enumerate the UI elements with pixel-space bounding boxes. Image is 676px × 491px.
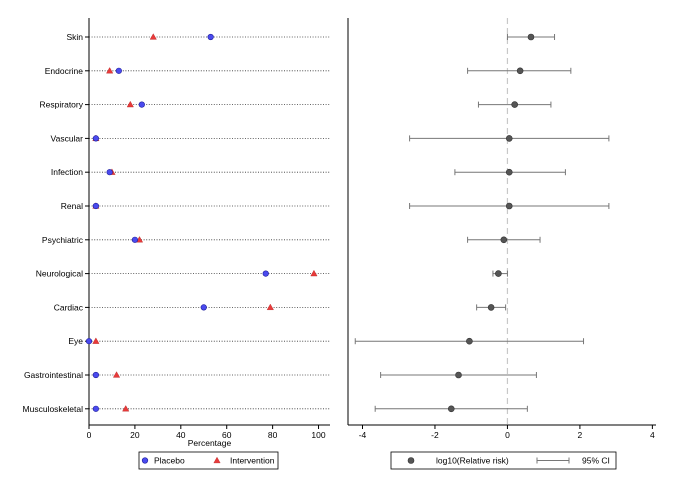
right-legend-box — [390, 451, 617, 470]
placebo-point — [200, 304, 207, 311]
x-tick-label: -2 — [431, 430, 439, 440]
relative-risk-point — [511, 101, 518, 108]
left-panel-dot-plot: Skin Endocrine Respiratory Vascular Infectio… — [23, 18, 330, 448]
relative-risk-point — [516, 67, 524, 75]
x-tick-label: 80 — [268, 430, 278, 440]
intervention-point — [266, 303, 274, 310]
placebo-point — [138, 101, 145, 108]
placebo-point — [92, 135, 99, 142]
y-tick-label: Infection — [51, 167, 83, 177]
intervention-point — [106, 67, 114, 74]
x-tick-label: 0 — [505, 430, 510, 440]
intervention-point — [122, 405, 130, 412]
x-tick-label: 40 — [176, 430, 186, 440]
y-tick-label: Endocrine — [45, 66, 84, 76]
intervention-point — [92, 337, 100, 344]
y-tick-label: Gastrointestinal — [24, 370, 83, 380]
y-tick-label: Vascular — [51, 133, 84, 143]
relative-risk-point — [487, 304, 495, 311]
relative-risk-point — [505, 135, 513, 142]
y-tick-label: Respiratory — [40, 100, 84, 110]
placebo-point — [207, 33, 214, 41]
x-tick-label: 60 — [222, 430, 232, 440]
intervention-point — [310, 269, 318, 277]
relative-risk-point — [527, 33, 535, 41]
placebo-point — [92, 405, 99, 412]
legend-intervention-symbol — [213, 456, 221, 464]
placebo-point — [115, 67, 122, 74]
x-tick-label: -4 — [359, 430, 367, 440]
legend-ci-label: 95% CI — [582, 456, 610, 466]
intervention-point — [126, 100, 134, 108]
relative-risk-point — [455, 371, 462, 379]
x-tick-label: 100 — [311, 430, 325, 440]
relative-risk-point — [466, 337, 473, 345]
y-tick-label: Skin — [66, 32, 83, 42]
x-tick-label: 0 — [87, 430, 92, 440]
intervention-point — [113, 371, 121, 378]
placebo-point — [85, 338, 93, 345]
left-legend-box — [138, 451, 279, 470]
right-panel-forest-plot: -4 -2 0 2 4 — [347, 18, 656, 440]
legends: Placebo Intervention log10(Relative risk) 9… — [138, 451, 617, 470]
relative-risk-point — [500, 236, 508, 244]
placebo-point — [131, 236, 139, 243]
y-tick-label: Psychiatric — [42, 235, 84, 245]
placebo-point — [92, 202, 99, 210]
x-tick-label: 2 — [578, 430, 583, 440]
y-tick-label: Neurological — [36, 269, 83, 279]
x-axis-title: Percentage — [188, 438, 232, 448]
placebo-point — [92, 371, 99, 379]
y-tick-label: Eye — [68, 336, 83, 346]
legend-placebo-symbol — [141, 457, 149, 464]
relative-risk-point — [505, 168, 513, 176]
relative-risk-point — [447, 405, 455, 413]
x-tick-label: 4 — [650, 430, 655, 440]
relative-risk-point — [495, 270, 502, 277]
y-tick-label: Cardiac — [54, 302, 84, 312]
relative-risk-point — [505, 202, 513, 210]
legend-placebo-label: Placebo — [154, 456, 185, 466]
y-tick-label: Renal — [61, 201, 83, 211]
placebo-point — [262, 270, 269, 277]
legend-rr-label: log10(Relative risk) — [436, 456, 509, 466]
x-tick-label: 20 — [130, 430, 140, 440]
legend-intervention-label: Intervention — [230, 456, 275, 466]
placebo-point — [106, 169, 113, 176]
intervention-point — [149, 33, 157, 40]
legend-rr-symbol — [407, 457, 415, 464]
y-tick-label: Musculoskeletal — [23, 404, 84, 414]
